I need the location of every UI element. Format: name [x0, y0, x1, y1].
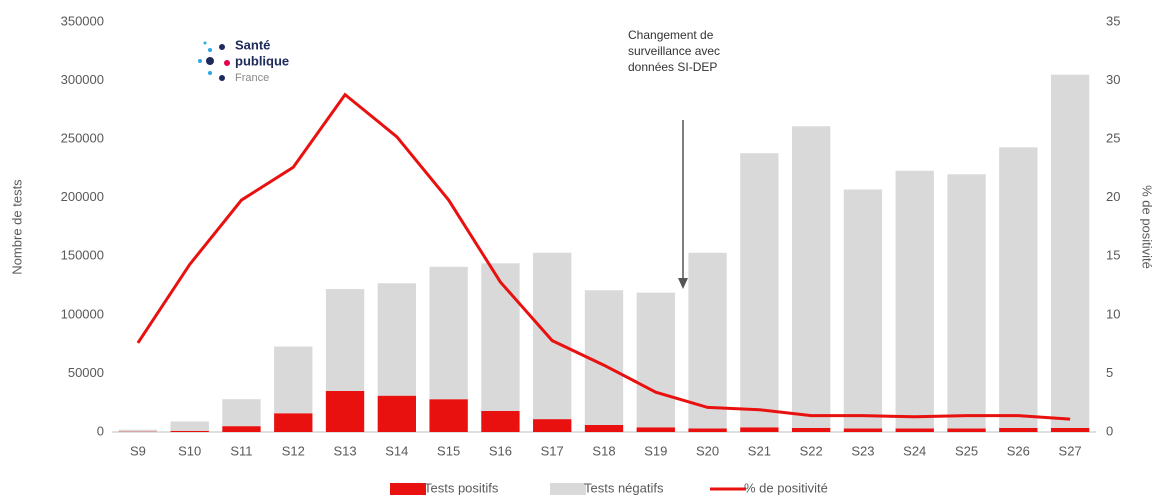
- y2-tick-label: 0: [1106, 423, 1113, 438]
- bar: [688, 252, 727, 429]
- bar: [1050, 74, 1090, 428]
- y-tick-label: 50000: [68, 365, 104, 380]
- bar: [636, 292, 675, 428]
- bar: [274, 346, 313, 414]
- legend-swatch: [390, 483, 426, 495]
- y2-tick-label: 20: [1106, 189, 1120, 204]
- legend-label: Tests négatifs: [584, 480, 664, 495]
- bar: [170, 421, 209, 431]
- bar: [843, 189, 883, 429]
- x-tick-label: S18: [592, 443, 615, 458]
- annotation: données SI-DEP: [628, 60, 717, 74]
- x-tick-label: S26: [1007, 443, 1030, 458]
- x-tick-label: S11: [230, 443, 252, 458]
- annotation: Changement de: [628, 28, 714, 42]
- y2-tick-label: 25: [1106, 131, 1120, 146]
- bar: [740, 153, 779, 428]
- x-tick-label: S10: [178, 443, 201, 458]
- logo-text: publique: [235, 53, 289, 68]
- x-tick-label: S21: [748, 443, 771, 458]
- x-tick-label: S20: [696, 443, 719, 458]
- y2-tick-label: 10: [1106, 306, 1120, 321]
- bar: [533, 252, 572, 420]
- x-tick-label: S22: [800, 443, 823, 458]
- bar: [1050, 427, 1090, 432]
- y-tick-label: 200000: [61, 189, 104, 204]
- bar: [533, 419, 572, 432]
- x-tick-label: S15: [437, 443, 460, 458]
- annotation: surveillance avec: [628, 44, 720, 58]
- bar: [325, 391, 365, 432]
- bar: [947, 428, 986, 432]
- bar: [481, 410, 520, 432]
- y2-tick-label: 30: [1106, 72, 1120, 87]
- logo-text: Santé: [235, 37, 270, 52]
- y2-tick-label: 5: [1106, 365, 1113, 380]
- x-tick-label: S17: [541, 443, 564, 458]
- bar: [947, 174, 986, 429]
- bar: [377, 283, 417, 396]
- x-tick-label: S9: [130, 443, 146, 458]
- bar: [999, 147, 1038, 428]
- y-tick-label: 350000: [61, 13, 104, 28]
- x-tick-label: S27: [1059, 443, 1082, 458]
- bar: [325, 289, 365, 391]
- bar: [481, 263, 520, 411]
- bar: [222, 426, 261, 432]
- legend-swatch: [550, 483, 586, 495]
- y-axis-label: Nombre de tests: [9, 179, 24, 275]
- x-tick-label: S19: [644, 443, 667, 458]
- x-tick-label: S13: [333, 443, 356, 458]
- x-tick-label: S14: [385, 443, 408, 458]
- y-tick-label: 0: [97, 423, 104, 438]
- bar: [895, 170, 934, 429]
- y-tick-label: 250000: [61, 131, 104, 146]
- bar: [377, 395, 417, 432]
- bar: [740, 427, 779, 432]
- bar: [118, 429, 158, 432]
- y2-axis-label: % de positivité: [1140, 185, 1155, 269]
- bar: [429, 399, 468, 432]
- x-tick-label: S23: [851, 443, 874, 458]
- y-tick-label: 150000: [61, 248, 104, 263]
- bar: [170, 430, 209, 432]
- bar: [895, 428, 934, 432]
- bar: [274, 413, 313, 432]
- bar: [584, 424, 624, 432]
- logo-dots: [198, 41, 230, 81]
- legend-label: Tests positifs: [424, 480, 499, 495]
- bar: [791, 427, 831, 432]
- bar: [843, 428, 883, 432]
- bar: [791, 126, 831, 428]
- x-tick-label: S25: [955, 443, 978, 458]
- x-tick-label: S24: [903, 443, 926, 458]
- y2-tick-label: 35: [1106, 13, 1120, 28]
- annotation-arrowhead: [678, 278, 688, 289]
- y-tick-label: 300000: [61, 72, 104, 87]
- legend-label: % de positivité: [744, 480, 828, 495]
- bar: [688, 428, 727, 432]
- y2-tick-label: 15: [1106, 248, 1120, 263]
- x-tick-label: S16: [489, 443, 512, 458]
- bar: [222, 399, 261, 427]
- bar: [999, 427, 1038, 432]
- logo-text: France: [235, 72, 269, 84]
- line: [136, 92, 1071, 421]
- x-tick-label: S12: [282, 443, 305, 458]
- bar: [429, 266, 468, 400]
- y-tick-label: 100000: [61, 306, 104, 321]
- bar: [636, 427, 675, 432]
